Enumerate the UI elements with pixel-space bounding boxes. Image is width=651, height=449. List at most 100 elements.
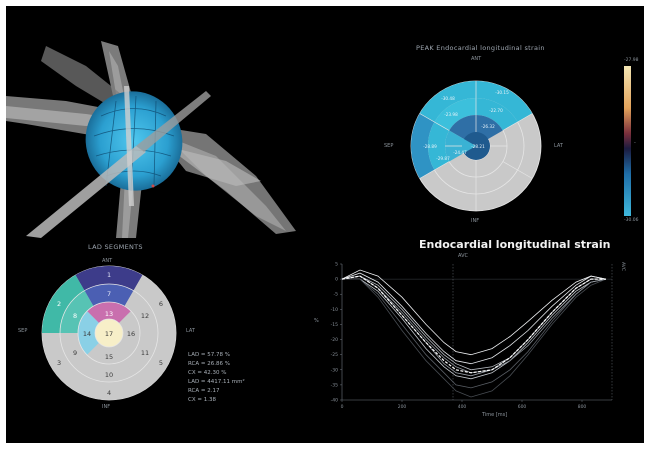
- lad-seg-12: [124, 290, 158, 333]
- strain-y-tick-label: -40: [331, 398, 338, 404]
- strain-y-tick-label: -35: [331, 382, 338, 388]
- bullseye-label-top: ANT: [471, 56, 482, 62]
- strain-series-line-3: [342, 278, 607, 380]
- bullseye-value-1: -30.15: [495, 90, 509, 95]
- lad-seg-6: [133, 275, 176, 333]
- lad-num-16: 16: [127, 330, 135, 338]
- bullseye-value-2: -30.48: [441, 96, 455, 101]
- strain-y-tick-label: 0: [335, 277, 338, 283]
- bullseye-seg-basal-antsep: [419, 81, 476, 122]
- strain-series-line-4: [341, 272, 607, 365]
- strain-y-tick-label: -15: [331, 322, 338, 328]
- bullseye-seg-basal-ant: [476, 80, 533, 122]
- strain-xlabel: Time [ms]: [482, 412, 508, 418]
- lad-num-6: 6: [159, 300, 163, 308]
- lv-3d-render: [6, 41, 296, 238]
- lad-seg-13: [87, 302, 131, 324]
- lad-seg-3: [42, 333, 85, 391]
- lad-label-left: SEP: [18, 328, 28, 334]
- strain-y-tick-label: -30: [331, 367, 338, 373]
- bullseye-panel[interactable]: -30.15 -30.48 -28.89 -22.70 -23.98 -29.8…: [396, 66, 556, 226]
- lad-segments-title: LAD SEGMENTS: [88, 243, 143, 251]
- lad-label-right: LAT: [186, 328, 195, 334]
- strain-y-tick-label: -5: [334, 292, 339, 298]
- lad-num-12: 12: [141, 312, 149, 320]
- lad-seg-16: [118, 311, 140, 355]
- bullseye-value-4: -22.70: [489, 108, 503, 113]
- lad-seg-4: [75, 375, 143, 400]
- strain-chart: 50-5-10-15-20-25-30-35-400 200 400 600 800: [331, 262, 613, 410]
- stat-line-3: CX = 42.30 %: [188, 370, 227, 376]
- stat-line-1: LAD = 57.78 %: [188, 352, 231, 358]
- marker-dot: [151, 184, 155, 188]
- strain-x-tick-label: 400: [458, 404, 467, 410]
- bullseye-seg-basal-sep: [410, 113, 435, 179]
- echo-plane-5: [166, 146, 261, 186]
- strain-y-tick-label: -10: [331, 307, 338, 313]
- bullseye-value-7: -26.32: [481, 124, 495, 129]
- strain-colorbar: [624, 66, 631, 216]
- echo-plane-6: [26, 86, 211, 238]
- lad-seg-9: [60, 333, 94, 376]
- lad-seg-2: [42, 275, 85, 333]
- strain-annot-top: AVC: [458, 253, 469, 259]
- lv-surface: [85, 91, 183, 192]
- bullseye-value-3: -28.89: [423, 144, 437, 149]
- bullseye-label-right: LAT: [554, 143, 563, 149]
- lad-num-9: 9: [73, 349, 77, 357]
- colorbar-max-label: -27.98: [624, 58, 639, 63]
- strain-mean-line: [341, 275, 606, 374]
- bullseye-seg-mid-sep: [427, 122, 450, 170]
- strain-x-tick-label: 0: [341, 404, 344, 410]
- lad-seg-11: [124, 333, 158, 376]
- bullseye-seg-mid-ant: [476, 97, 518, 131]
- bullseye-value-8: -28.21: [471, 144, 485, 149]
- strain-right-label: AVC: [620, 262, 625, 272]
- stat-line-2: RCA = 26.86 %: [188, 361, 230, 367]
- viewer-screen: PEAK Endocardial longitudinal strain: [6, 6, 644, 443]
- lad-seg-15: [87, 342, 131, 364]
- lad-seg-10: [84, 359, 134, 382]
- strain-series-line-5: [341, 275, 606, 371]
- lad-seg-5: [133, 333, 176, 391]
- lad-num-2: 2: [57, 300, 61, 308]
- bullseye-value-6: -29.87: [436, 156, 450, 161]
- stat-line-6: CX = 1.38: [188, 397, 216, 403]
- strain-series-line-1: [342, 278, 607, 389]
- lad-num-1: 1: [107, 271, 111, 279]
- strain-y-tick-label: -25: [331, 352, 338, 358]
- strain-series-line-2: [341, 275, 606, 377]
- bullseye-title: PEAK Endocardial longitudinal strain: [416, 44, 545, 52]
- lad-num-15: 15: [105, 353, 113, 361]
- bullseye-plot: -30.15 -30.48 -28.89 -22.70 -23.98 -29.8…: [410, 80, 542, 212]
- strain-y-tick-label: 5: [335, 262, 338, 268]
- strain-y-tick-label: -20: [331, 337, 338, 343]
- lad-label-bottom: INF: [102, 404, 111, 410]
- strain-ylabel: %: [314, 318, 319, 324]
- lad-num-14: 14: [83, 330, 91, 338]
- bullseye-label-left: SEP: [384, 143, 394, 149]
- lad-seg-17: [94, 318, 124, 348]
- strain-series-line-7: [341, 269, 607, 356]
- lad-segments-panel[interactable]: 1 2 3 4 5 6 7 8 9 10 11 12 13 14 15 16 1: [34, 258, 184, 408]
- render-3d-panel[interactable]: [6, 6, 306, 238]
- colorbar-min-label: -30.06: [624, 218, 639, 223]
- territory-stats: LAD = 57.78 % RCA = 26.86 % CX = 42.30 %…: [188, 351, 245, 405]
- lad-seg-1: [75, 266, 143, 291]
- strain-plot-title: Endocardial longitudinal strain: [419, 238, 611, 251]
- bullseye-value-5: -23.98: [444, 112, 458, 117]
- stat-line-5: RCA = 2.17: [188, 388, 220, 394]
- lad-segments-plot: 1 2 3 4 5 6 7 8 9 10 11 12 13 14 15 16 1: [41, 265, 177, 401]
- strain-plot-panel[interactable]: 5 0 -5 -10 -15 -20 -25 -30 -35 -40 0 200 400 600 800: [312, 250, 642, 420]
- lad-seg-8: [60, 290, 94, 333]
- strain-x-tick-label: 800: [578, 404, 587, 410]
- bullseye-seg-mid-antsep: [434, 97, 476, 131]
- lad-num-13: 13: [105, 310, 113, 318]
- strain-series-line-8: [341, 275, 607, 374]
- lad-num-11: 11: [141, 349, 149, 357]
- stat-line-4: LAD = 4417.11 mm²: [188, 379, 245, 385]
- lad-seg-7: [84, 284, 134, 307]
- lad-num-17: 17: [105, 330, 113, 338]
- colorbar-mid-label: -: [634, 140, 636, 146]
- lad-num-8: 8: [73, 312, 77, 320]
